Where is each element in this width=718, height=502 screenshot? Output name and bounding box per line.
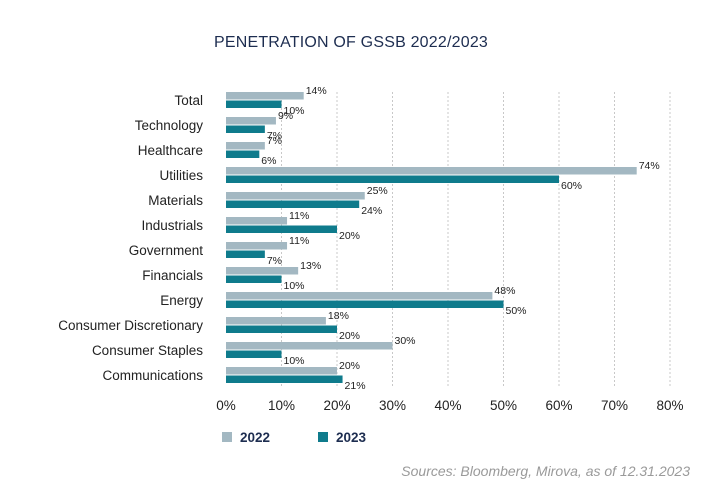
data-label-2023: 60% xyxy=(561,180,582,192)
data-label-2023: 10% xyxy=(284,355,305,367)
category-label: Consumer Discretionary xyxy=(58,318,203,333)
data-label-2023: 24% xyxy=(361,205,382,217)
legend-label-2022: 2022 xyxy=(240,430,270,445)
category-label: Total xyxy=(174,93,203,108)
category-label: Industrials xyxy=(141,218,203,233)
x-tick-0: 0% xyxy=(216,398,236,413)
category-labels: Total Technology Healthcare Utilities Materi… xyxy=(58,93,203,383)
data-label-2022: 20% xyxy=(339,360,360,372)
data-label-2022: 14% xyxy=(306,85,327,97)
category-label: Government xyxy=(129,243,204,258)
bar-2023-financials xyxy=(226,275,282,283)
bar-2022-total xyxy=(226,92,304,100)
bar-2022-technology xyxy=(226,117,276,125)
x-tick-80: 80% xyxy=(656,398,683,413)
source-note: Sources: Bloomberg, Mirova, as of 12.31.… xyxy=(401,463,690,479)
data-label-2023: 21% xyxy=(345,380,366,392)
data-label-2022: 7% xyxy=(267,135,282,147)
data-label-2022: 9% xyxy=(278,110,293,122)
x-tick-50: 50% xyxy=(490,398,517,413)
data-label-2023: 20% xyxy=(339,230,360,242)
bar-2022-communications xyxy=(226,367,337,375)
chart-title: PENETRATION OF GSSB 2022/2023 xyxy=(214,34,488,51)
x-tick-20: 20% xyxy=(323,398,350,413)
bar-2022-consumer-discretionary xyxy=(226,317,326,325)
data-label-2023: 20% xyxy=(339,330,360,342)
data-label-2022: 13% xyxy=(300,260,321,272)
data-label-2023: 10% xyxy=(284,280,305,292)
category-label: Communications xyxy=(102,368,203,383)
bar-2022-energy xyxy=(226,292,493,300)
bar-2023-government xyxy=(226,250,265,258)
x-tick-40: 40% xyxy=(434,398,461,413)
bar-2022-materials xyxy=(226,192,365,200)
legend-label-2023: 2023 xyxy=(336,430,367,445)
legend-swatch-2023 xyxy=(318,432,328,442)
data-label-2023: 10% xyxy=(284,105,305,117)
data-label-2022: 48% xyxy=(494,285,515,297)
bar-2023-communications xyxy=(226,375,343,383)
bar-2023-utilities xyxy=(226,175,559,183)
bar-2023-consumer-discretionary xyxy=(226,325,337,333)
bar-2022-healthcare xyxy=(226,142,265,150)
bar-2023-technology xyxy=(226,125,265,133)
category-label: Healthcare xyxy=(138,143,203,158)
bar-2023-materials xyxy=(226,200,360,208)
bar-2023-total xyxy=(226,100,282,108)
data-label-2022: 25% xyxy=(367,185,388,197)
data-label-2023: 50% xyxy=(506,305,527,317)
bar-2022-government xyxy=(226,242,288,250)
x-tick-70: 70% xyxy=(601,398,628,413)
bar-2022-utilities xyxy=(226,167,637,175)
data-label-2022: 30% xyxy=(395,335,416,347)
bar-2022-industrials xyxy=(226,217,288,225)
data-label-2022: 11% xyxy=(289,235,309,247)
data-label-2022: 74% xyxy=(639,160,660,172)
grid-lines xyxy=(281,92,671,386)
bars: 14%10%9%7%7%6% 74%60%25%24%11%20%11%7% 13%… xyxy=(226,85,660,392)
category-label: Utilities xyxy=(159,168,203,183)
x-tick-10: 10% xyxy=(268,398,295,413)
bar-2023-industrials xyxy=(226,225,337,233)
data-label-2023: 6% xyxy=(261,155,276,167)
x-axis-ticks: 0% 10% 20% 30% 40% 50% 60% 70% 80% xyxy=(216,398,683,413)
data-label-2022: 18% xyxy=(328,310,349,322)
legend-swatch-2022 xyxy=(222,432,232,442)
x-tick-30: 30% xyxy=(379,398,406,413)
data-label-2023: 7% xyxy=(267,130,282,142)
bar-2022-consumer-staples xyxy=(226,342,393,350)
data-label-2022: 11% xyxy=(289,210,309,222)
legend: 2022 2023 xyxy=(222,430,367,445)
bar-2023-healthcare xyxy=(226,150,260,158)
category-label: Technology xyxy=(135,118,204,133)
category-label: Consumer Staples xyxy=(92,343,203,358)
category-label: Materials xyxy=(148,193,203,208)
data-label-2023: 7% xyxy=(267,255,282,267)
category-label: Energy xyxy=(160,293,203,308)
bar-2023-energy xyxy=(226,300,504,308)
bar-2022-financials xyxy=(226,267,299,275)
bar-2023-consumer-staples xyxy=(226,350,282,358)
x-tick-60: 60% xyxy=(545,398,572,413)
category-label: Financials xyxy=(142,268,203,283)
